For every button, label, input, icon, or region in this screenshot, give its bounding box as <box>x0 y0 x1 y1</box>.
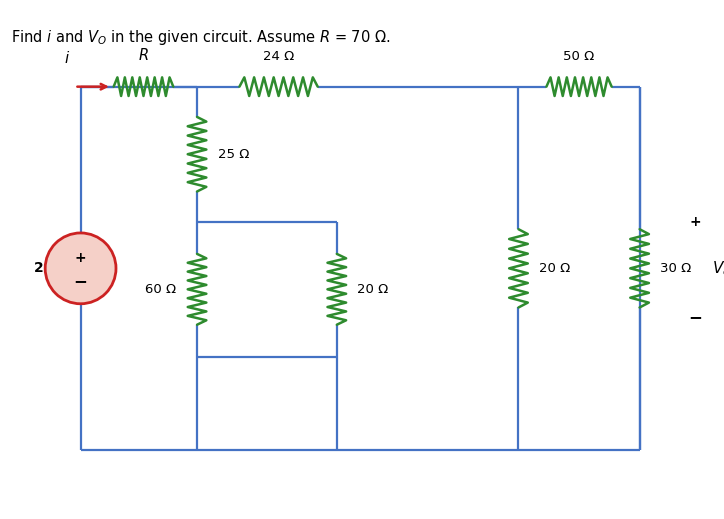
Text: −: − <box>689 308 702 326</box>
Text: 60 Ω: 60 Ω <box>146 283 177 296</box>
Circle shape <box>45 233 116 304</box>
Text: 20 Ω: 20 Ω <box>358 283 389 296</box>
Text: $V_o$: $V_o$ <box>712 259 724 278</box>
Text: $i$: $i$ <box>64 50 70 66</box>
Text: $R$: $R$ <box>138 47 149 63</box>
Text: +: + <box>75 251 86 265</box>
Text: Find $i$ and $V_O$ in the given circuit. Assume $R$ = 70 Ω.: Find $i$ and $V_O$ in the given circuit.… <box>11 28 390 47</box>
Text: 30 Ω: 30 Ω <box>660 262 691 275</box>
Text: 24 Ω: 24 Ω <box>263 50 294 63</box>
Text: −: − <box>74 272 88 291</box>
Text: 20 V: 20 V <box>35 262 70 276</box>
Text: 25 Ω: 25 Ω <box>217 148 249 161</box>
Text: 20 Ω: 20 Ω <box>539 262 571 275</box>
Text: 50 Ω: 50 Ω <box>563 50 594 63</box>
Text: +: + <box>690 215 702 229</box>
